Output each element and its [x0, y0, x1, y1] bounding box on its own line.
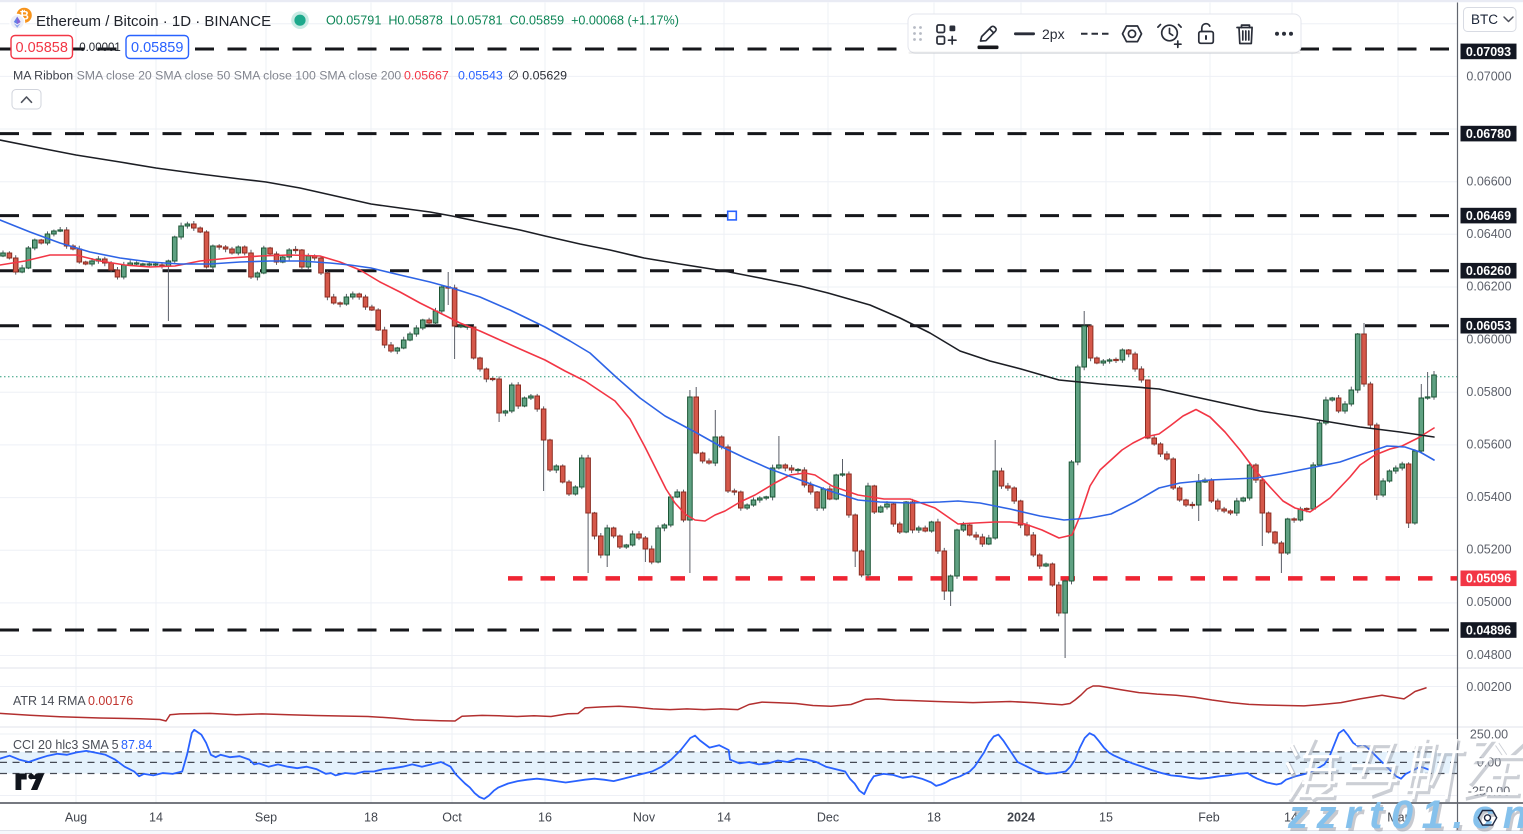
- svg-text:0.04800: 0.04800: [1466, 648, 1511, 662]
- svg-text:0.06780: 0.06780: [1466, 127, 1511, 141]
- svg-text:0.06053: 0.06053: [1466, 319, 1511, 333]
- svg-text:0.00001: 0.00001: [79, 42, 121, 54]
- svg-text:0.06469: 0.06469: [1466, 209, 1511, 223]
- svg-text:0.07093: 0.07093: [1466, 45, 1511, 59]
- svg-text:0.05667: 0.05667: [404, 69, 449, 83]
- svg-text:0.05000: 0.05000: [1466, 595, 1511, 609]
- svg-text:0.05400: 0.05400: [1466, 490, 1511, 504]
- svg-text:ATR 14 RMA: ATR 14 RMA: [13, 694, 86, 708]
- svg-text:0.06260: 0.06260: [1466, 264, 1511, 278]
- svg-text:0.06200: 0.06200: [1466, 279, 1511, 293]
- svg-text:0.05859: 0.05859: [131, 40, 183, 56]
- svg-text:Nov: Nov: [633, 811, 656, 825]
- svg-text:87.84: 87.84: [121, 738, 152, 752]
- svg-text:18: 18: [927, 811, 941, 825]
- svg-text:0.05858: 0.05858: [15, 40, 67, 56]
- svg-text:14: 14: [717, 811, 731, 825]
- svg-text:0.04896: 0.04896: [1466, 623, 1511, 637]
- svg-text:∅ 0.05629: ∅ 0.05629: [508, 69, 567, 83]
- svg-text:MA Ribbon SMA close 20 SMA clo: MA Ribbon SMA close 20 SMA close 50 SMA …: [13, 69, 401, 83]
- svg-text:Feb: Feb: [1198, 811, 1220, 825]
- svg-text:0.00200: 0.00200: [1466, 680, 1511, 694]
- svg-text:BTC: BTC: [1471, 12, 1498, 27]
- svg-text:2024: 2024: [1007, 811, 1035, 825]
- svg-text:CCI 20 hlc3 SMA 5: CCI 20 hlc3 SMA 5: [13, 738, 119, 752]
- svg-text:0.06600: 0.06600: [1466, 174, 1511, 188]
- svg-text:0.07000: 0.07000: [1466, 69, 1511, 83]
- svg-text:250.00: 250.00: [1470, 727, 1508, 741]
- svg-text:Mar: Mar: [1387, 811, 1409, 825]
- svg-text:0.05543: 0.05543: [458, 69, 503, 83]
- svg-text:0.00176: 0.00176: [88, 694, 133, 708]
- svg-text:0.05800: 0.05800: [1466, 385, 1511, 399]
- svg-text:2px: 2px: [1042, 26, 1065, 42]
- svg-text:Sep: Sep: [255, 811, 277, 825]
- svg-text:zzrt01.cn: zzrt01.cn: [1289, 796, 1523, 834]
- svg-text:₿: ₿: [20, 11, 29, 23]
- svg-text:Oct: Oct: [442, 811, 462, 825]
- svg-text:14: 14: [149, 811, 163, 825]
- svg-text:O0.05791 H0.05878 L0.05781: O0.05791 H0.05878 L0.05781 C0.05859 +0.0…: [326, 14, 679, 28]
- svg-text:zzrt01.cn: zzrt01.cn: [1287, 793, 1523, 834]
- svg-text:0.06400: 0.06400: [1466, 227, 1511, 241]
- svg-text:0.05600: 0.05600: [1466, 437, 1511, 451]
- svg-text:Ethereum / Bitcoin · 1D · BINA: Ethereum / Bitcoin · 1D · BINANCE: [36, 13, 271, 30]
- svg-text:18: 18: [364, 811, 378, 825]
- svg-text:0.05096: 0.05096: [1466, 572, 1511, 586]
- svg-text:0.06000: 0.06000: [1466, 332, 1511, 346]
- svg-text:Aug: Aug: [65, 811, 87, 825]
- svg-text:Dec: Dec: [817, 811, 839, 825]
- svg-text:14: 14: [1284, 811, 1298, 825]
- svg-text:15: 15: [1099, 811, 1113, 825]
- svg-text:16: 16: [538, 811, 552, 825]
- svg-text:0.05200: 0.05200: [1466, 542, 1511, 556]
